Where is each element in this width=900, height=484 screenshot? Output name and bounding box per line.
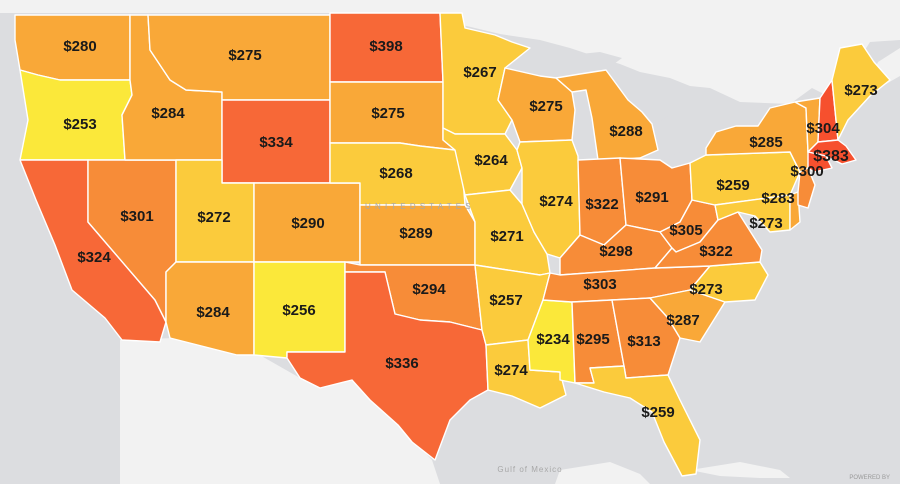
label-az: $284 — [196, 304, 230, 321]
basemap-country-label: U N I T E D S T A T E S — [365, 202, 472, 211]
label-in: $322 — [585, 196, 618, 213]
lake-erie — [660, 148, 714, 168]
label-ut: $272 — [197, 209, 230, 226]
label-mn: $267 — [463, 64, 496, 81]
label-sd: $275 — [371, 105, 404, 122]
label-nd: $398 — [369, 38, 402, 55]
label-de: $283 — [761, 190, 794, 207]
label-ky: $298 — [599, 243, 632, 260]
label-nc: $273 — [689, 281, 722, 298]
state-ct[interactable] — [807, 151, 833, 173]
state-az[interactable] — [165, 261, 255, 356]
label-fl: $259 — [641, 404, 674, 421]
state-il[interactable] — [516, 139, 581, 259]
label-ar: $257 — [489, 292, 522, 309]
label-va: $322 — [699, 243, 732, 260]
label-ny: $285 — [749, 134, 782, 151]
state-tx[interactable] — [286, 271, 489, 461]
label-mt: $275 — [228, 47, 261, 64]
label-mi: $288 — [609, 123, 642, 140]
label-ne: $268 — [379, 165, 412, 182]
state-ma[interactable] — [807, 139, 857, 165]
state-me[interactable] — [831, 43, 891, 141]
label-ok: $294 — [412, 281, 446, 298]
label-nv: $301 — [120, 208, 153, 225]
label-oh: $291 — [635, 189, 668, 206]
label-nh: $383 — [813, 148, 849, 165]
label-md: $273 — [749, 215, 782, 232]
lake-superior — [530, 52, 622, 78]
label-ks: $289 — [399, 225, 432, 242]
label-tx: $336 — [385, 355, 418, 372]
label-vt: $304 — [806, 120, 840, 137]
state-fl[interactable] — [574, 365, 701, 477]
label-pa: $259 — [716, 177, 749, 194]
state-mo[interactable] — [464, 189, 551, 276]
label-ga: $313 — [627, 333, 660, 350]
state-wi[interactable] — [497, 67, 576, 143]
label-id: $284 — [151, 105, 185, 122]
states-layer — [14, 12, 891, 477]
label-ia: $264 — [474, 152, 508, 169]
gulf-label: Gulf of Mexico — [497, 465, 562, 474]
label-me: $273 — [844, 82, 877, 99]
value-labels: $280 $253 $324 $301 $284 $275 $334 $272 … — [63, 38, 877, 421]
label-mo: $271 — [490, 228, 523, 245]
label-wi: $275 — [529, 98, 562, 115]
label-nj: $300 — [790, 163, 823, 180]
state-mi[interactable] — [555, 69, 659, 161]
label-co: $290 — [291, 215, 324, 232]
label-wy: $334 — [259, 134, 293, 151]
cuba-landmass — [690, 462, 790, 478]
label-tn: $303 — [583, 276, 616, 293]
canada-landmass — [0, 0, 900, 104]
label-al: $295 — [576, 331, 609, 348]
basemap-credit: POWERED BY — [849, 475, 890, 481]
lake-huron — [615, 84, 668, 124]
label-ca: $324 — [77, 249, 111, 266]
mexico-landmass — [120, 338, 440, 484]
label-la: $274 — [494, 362, 528, 379]
yucatan-landmass — [555, 462, 650, 484]
label-il: $274 — [539, 193, 573, 210]
state-ia[interactable] — [442, 127, 523, 196]
label-sc: $287 — [666, 312, 699, 329]
label-wv: $305 — [669, 222, 702, 239]
label-or: $253 — [63, 116, 96, 133]
label-wa: $280 — [63, 38, 96, 55]
label-ms: $234 — [536, 331, 570, 348]
label-nm: $256 — [282, 302, 315, 319]
